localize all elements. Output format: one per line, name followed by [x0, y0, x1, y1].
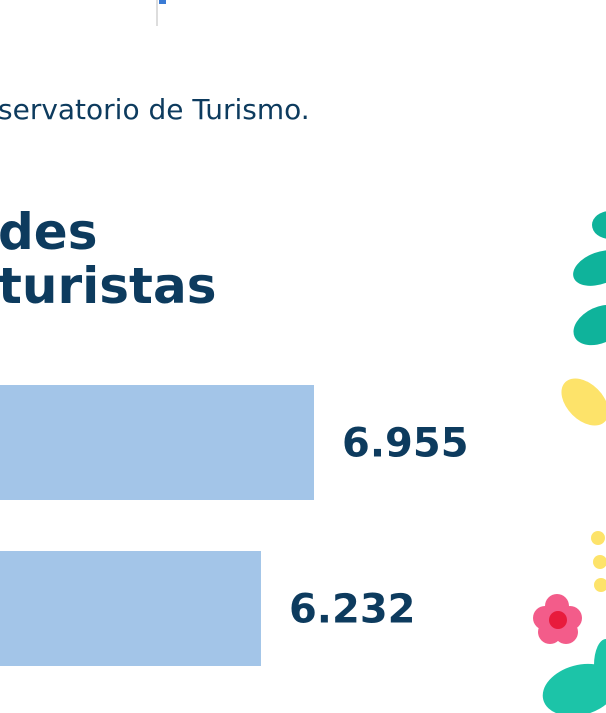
title-line: turistas	[0, 257, 216, 315]
bar	[0, 385, 315, 500]
top-accent	[159, 0, 166, 4]
source-text: servatorio de Turismo.	[0, 93, 310, 126]
decoration	[533, 211, 606, 713]
bar	[0, 551, 261, 666]
value-label: 6.232	[289, 587, 416, 633]
value-label: 6.955	[342, 421, 469, 467]
title-line: des	[0, 203, 97, 261]
